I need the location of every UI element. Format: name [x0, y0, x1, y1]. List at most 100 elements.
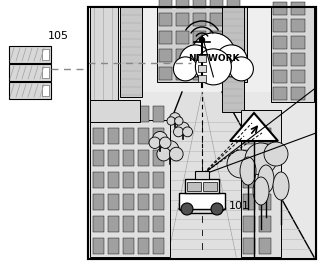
Bar: [9, 82, 51, 99]
Bar: [159, 31, 172, 44]
Bar: [243, 150, 255, 166]
Bar: [291, 2, 305, 15]
Bar: [90, 7, 118, 102]
Bar: [198, 75, 206, 82]
Bar: [153, 128, 164, 144]
Circle shape: [229, 57, 253, 81]
Bar: [259, 172, 271, 188]
Bar: [193, 0, 206, 8]
Bar: [210, 0, 223, 8]
Bar: [108, 172, 119, 188]
Bar: [227, 67, 240, 80]
Bar: [185, 179, 219, 193]
Bar: [90, 100, 140, 122]
Bar: [93, 150, 104, 166]
Circle shape: [161, 141, 179, 159]
Bar: [138, 150, 149, 166]
Bar: [93, 172, 104, 188]
Bar: [210, 13, 223, 26]
Bar: [123, 238, 134, 254]
Bar: [108, 238, 119, 254]
Bar: [243, 172, 255, 188]
Bar: [88, 7, 316, 259]
Text: 101: 101: [229, 201, 250, 211]
Circle shape: [177, 122, 189, 135]
Circle shape: [167, 117, 175, 125]
Circle shape: [173, 57, 197, 81]
Bar: [179, 193, 225, 209]
Bar: [123, 150, 134, 166]
Bar: [138, 106, 149, 122]
Bar: [159, 67, 172, 80]
Bar: [90, 120, 170, 257]
Circle shape: [211, 203, 223, 215]
Bar: [123, 128, 134, 144]
Bar: [108, 106, 119, 122]
Bar: [195, 171, 209, 179]
Bar: [210, 67, 223, 80]
Ellipse shape: [258, 165, 274, 193]
Bar: [153, 216, 164, 232]
Circle shape: [196, 49, 231, 85]
Bar: [273, 53, 287, 66]
Bar: [273, 36, 287, 49]
Bar: [176, 13, 189, 26]
Ellipse shape: [240, 157, 256, 185]
Polygon shape: [230, 113, 278, 141]
Bar: [259, 128, 271, 144]
Polygon shape: [118, 92, 314, 257]
Circle shape: [183, 127, 193, 137]
Bar: [108, 216, 119, 232]
Circle shape: [175, 117, 183, 125]
Bar: [153, 194, 164, 210]
Circle shape: [180, 45, 212, 77]
Bar: [291, 87, 305, 100]
Bar: [176, 31, 189, 44]
Bar: [42, 67, 49, 78]
Bar: [159, 49, 172, 62]
Bar: [108, 194, 119, 210]
Bar: [153, 150, 164, 166]
Bar: [138, 172, 149, 188]
Bar: [273, 70, 287, 83]
Bar: [123, 194, 134, 210]
Bar: [138, 216, 149, 232]
Bar: [153, 238, 164, 254]
Text: 105: 105: [48, 31, 69, 41]
Bar: [291, 53, 305, 66]
Bar: [243, 194, 255, 210]
Bar: [93, 216, 104, 232]
Bar: [42, 85, 49, 96]
Bar: [153, 172, 164, 188]
Bar: [291, 19, 305, 32]
Circle shape: [173, 127, 183, 137]
Bar: [273, 87, 287, 100]
Bar: [123, 172, 134, 188]
Bar: [138, 128, 149, 144]
Ellipse shape: [273, 172, 289, 200]
Bar: [193, 49, 206, 62]
Bar: [259, 194, 271, 210]
Text: NETWORK: NETWORK: [188, 54, 239, 63]
Bar: [227, 0, 240, 8]
Bar: [210, 31, 223, 44]
Bar: [259, 216, 271, 232]
Bar: [42, 49, 49, 60]
Bar: [243, 128, 255, 144]
Bar: [93, 194, 104, 210]
Bar: [241, 110, 281, 257]
Bar: [9, 64, 51, 81]
Circle shape: [264, 142, 288, 166]
Bar: [227, 31, 240, 44]
Bar: [193, 13, 206, 26]
Circle shape: [149, 137, 160, 148]
Circle shape: [227, 150, 255, 178]
Bar: [187, 182, 201, 191]
Bar: [227, 13, 240, 26]
Bar: [198, 55, 206, 62]
Bar: [227, 49, 240, 62]
Circle shape: [181, 203, 193, 215]
Bar: [153, 106, 164, 122]
Circle shape: [153, 132, 167, 147]
Bar: [271, 7, 314, 102]
